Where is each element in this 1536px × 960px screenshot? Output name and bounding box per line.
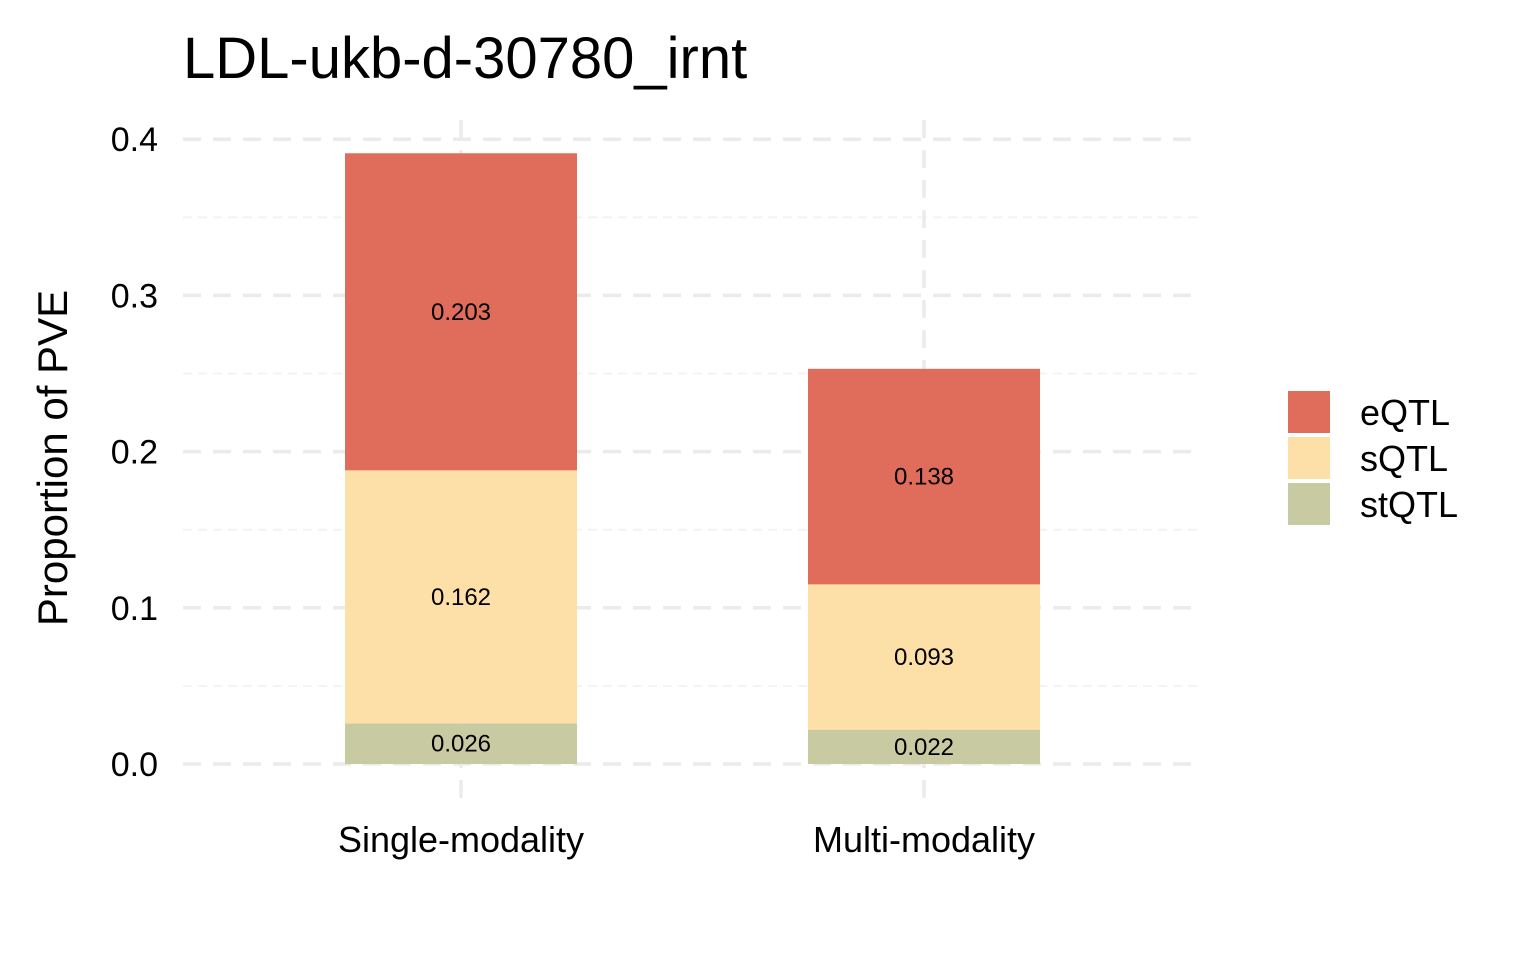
legend-label-stqtl: stQTL [1360, 484, 1458, 525]
segment-value-label: 0.138 [894, 464, 954, 491]
legend-label-sqtl: sQTL [1360, 438, 1448, 479]
segment-labels-layer: 0.026 0.162 0.203 0.022 0.093 0.138 [431, 299, 954, 761]
x-tick-label: Multi-modality [813, 819, 1035, 860]
legend-key-sqtl [1288, 437, 1330, 479]
segment-value-label: 0.203 [431, 299, 491, 326]
segment-value-label: 0.026 [431, 731, 491, 758]
x-tick-label: Single-modality [338, 819, 584, 860]
legend-label-eqtl: eQTL [1360, 392, 1450, 433]
segment-value-label: 0.022 [894, 734, 954, 761]
y-tick-label: 0.1 [111, 590, 158, 628]
segment-value-label: 0.162 [431, 584, 491, 611]
bars-layer [345, 153, 1040, 764]
bar-sqtl-multi-modality [808, 584, 1040, 730]
bar-sqtl-single-modality [345, 470, 577, 724]
y-axis-label: Proportion of PVE [29, 290, 76, 626]
y-tick-label: 0.2 [111, 434, 158, 472]
bar-stqtl-multi-modality [808, 729, 1040, 764]
legend: eQTL sQTL stQTL [1288, 391, 1458, 525]
grid-layer [183, 120, 1200, 798]
legend-key-eqtl [1288, 391, 1330, 433]
y-tick-label: 0.0 [111, 746, 158, 784]
bar-stqtl-single-modality [345, 723, 577, 764]
bar-eqtl-multi-modality [808, 368, 1040, 585]
y-tick-label: 0.4 [111, 121, 158, 159]
axis-layer: 0.0 0.1 0.2 0.3 0.4 Single-modality Multi-moda… [111, 121, 1035, 860]
y-tick-label: 0.3 [111, 277, 158, 315]
segment-value-label: 0.093 [894, 644, 954, 671]
chart-title: LDL-ukb-d-30780_irnt [183, 26, 747, 91]
legend-key-stqtl [1288, 483, 1330, 525]
bar-eqtl-single-modality [345, 153, 577, 471]
